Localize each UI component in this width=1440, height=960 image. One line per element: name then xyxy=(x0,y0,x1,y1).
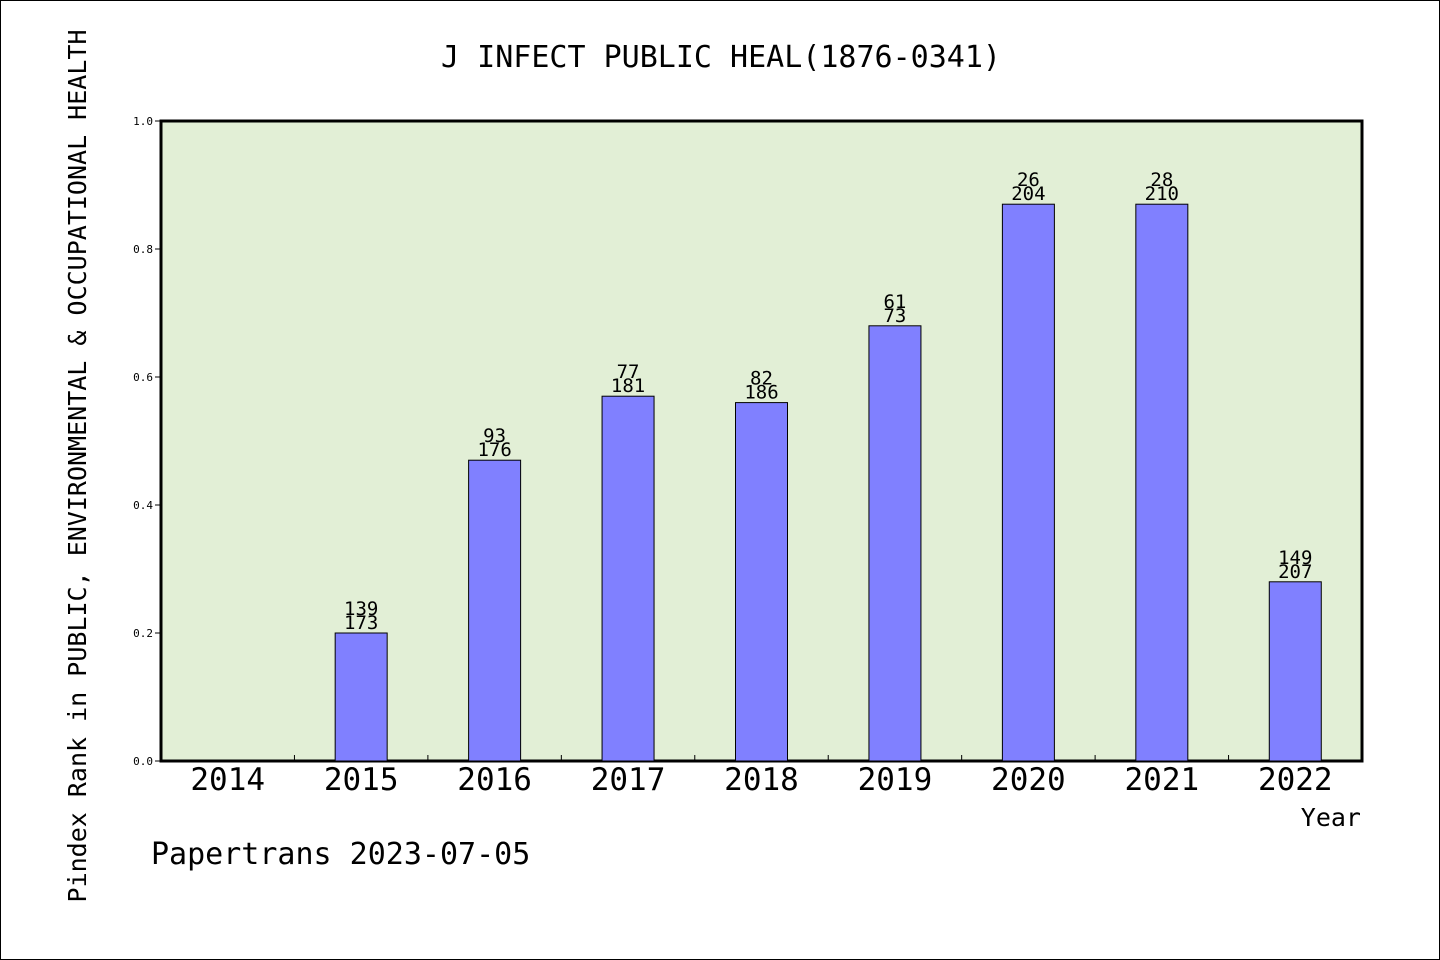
y-tick-label: 0.8 xyxy=(133,243,153,256)
bar-2015 xyxy=(334,632,388,762)
y-tick-label: 1.0 xyxy=(133,115,153,128)
data-label-top: 93 xyxy=(483,425,506,447)
chart-title: J INFECT PUBLIC HEAL(1876-0341) xyxy=(441,40,1001,75)
data-label-bottom: 176 xyxy=(477,439,511,461)
data-label-top: 26 xyxy=(1017,169,1040,191)
bar-2017 xyxy=(601,395,655,762)
data-label-top: 149 xyxy=(1278,547,1312,569)
data-label-bottom: 210 xyxy=(1145,183,1179,205)
bar-2018 xyxy=(735,402,788,762)
x-axis-label: Year xyxy=(1301,803,1361,832)
x-tick-label: 2020 xyxy=(991,762,1066,798)
x-tick-label: 2021 xyxy=(1125,762,1200,798)
footer-watermark: Papertrans 2023-07-05 xyxy=(151,837,530,872)
data-label-bottom: 207 xyxy=(1278,561,1312,583)
bar-2021 xyxy=(1135,203,1189,762)
x-axis: 2014 2015 2016 2017 2018 2019 2020 2021 2022 xyxy=(190,755,1333,798)
bar-2020 xyxy=(1001,203,1055,762)
x-tick-label: 2019 xyxy=(858,762,933,798)
bar-2022 xyxy=(1268,581,1322,762)
data-label-bottom: 181 xyxy=(611,375,645,397)
data-label-bottom: 204 xyxy=(1011,183,1045,205)
y-axis: 0.0 0.2 0.4 0.6 0.8 1.0 xyxy=(133,115,161,768)
data-label-bottom: 186 xyxy=(744,382,778,404)
bar-2019 xyxy=(868,325,922,762)
y-tick-label: 0.0 xyxy=(133,755,153,768)
data-label-top: 28 xyxy=(1150,169,1173,191)
x-tick-label: 2018 xyxy=(724,762,799,798)
x-tick-label: 2014 xyxy=(190,762,265,798)
y-tick-label: 0.4 xyxy=(133,499,153,512)
y-axis-label: Pindex Rank in PUBLIC, ENVIRONMENTAL & O… xyxy=(63,30,92,903)
data-label-top: 82 xyxy=(750,368,773,390)
bar-2016 xyxy=(468,459,522,762)
data-label-bottom: 73 xyxy=(883,305,906,327)
data-label-top: 61 xyxy=(883,291,906,313)
x-tick-label: 2022 xyxy=(1258,762,1333,798)
x-tick-label: 2016 xyxy=(457,762,532,798)
bars-group xyxy=(334,203,1322,762)
x-tick-label: 2015 xyxy=(324,762,399,798)
x-tick-label: 2017 xyxy=(591,762,666,798)
y-tick-label: 0.6 xyxy=(133,371,153,384)
data-label-top: 139 xyxy=(344,598,378,620)
data-label-bottom: 173 xyxy=(344,612,378,634)
y-tick-label: 0.2 xyxy=(133,627,153,640)
data-label-top: 77 xyxy=(617,361,640,383)
